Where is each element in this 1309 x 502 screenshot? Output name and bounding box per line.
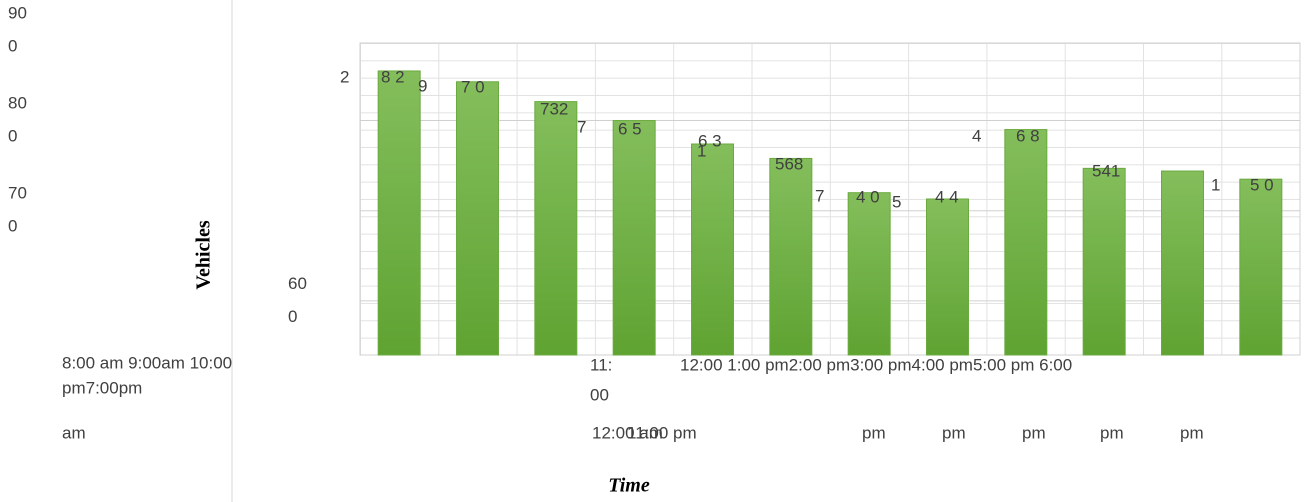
- x-axis-label: Time: [608, 475, 650, 497]
- x-label-fragment: pm: [1022, 423, 1046, 442]
- data-label-fragment: 8 2: [381, 67, 405, 86]
- bar: [1161, 170, 1204, 356]
- x-label-fragment: pm: [942, 423, 966, 442]
- data-label-fragment: 1: [1211, 175, 1220, 194]
- data-label-fragment: 541: [1092, 161, 1120, 180]
- x-label-fragment: 8:00 am 9:00am 10:00: [62, 353, 232, 372]
- data-label-fragment: 7: [577, 117, 586, 136]
- bar: [612, 120, 656, 356]
- y-tick-label: 60 0: [288, 274, 307, 326]
- data-label-fragment: 4: [972, 126, 981, 145]
- y-axis-label: Vehicles: [193, 220, 215, 289]
- bar: [769, 157, 813, 356]
- y-tick-label: 70 0: [8, 184, 27, 236]
- bar: [691, 143, 734, 356]
- data-label-fragment: 5 0: [1250, 175, 1274, 194]
- y-tick-label: 80 0: [8, 94, 27, 146]
- data-label-fragment: 5: [892, 192, 901, 211]
- data-label-fragment: 6 3: [698, 131, 722, 150]
- bar: [377, 70, 421, 356]
- data-label-fragment: 6 5: [618, 119, 642, 138]
- x-label-fragment: pm: [862, 423, 886, 442]
- x-label-fragment: 12:00 am: [592, 423, 663, 442]
- data-label-fragment: 7: [815, 186, 824, 205]
- data-label-fragment: 568: [775, 154, 803, 173]
- x-label-fragment: 11:: [590, 355, 612, 374]
- bar: [534, 101, 578, 356]
- x-label-fragment: 12:00 1:00 pm2:00 pm3:00 pm4:00 pm5:00 p…: [680, 355, 1072, 374]
- data-label-fragment: 4 0: [856, 187, 880, 206]
- data-label-fragment: 1: [697, 141, 706, 160]
- plot-area: [359, 42, 1301, 356]
- data-label-fragment: 4 4: [935, 187, 959, 206]
- x-label-fragment: pm: [1100, 423, 1124, 442]
- data-label-fragment: 9: [418, 76, 427, 95]
- data-label-fragment: 7 0: [461, 77, 485, 96]
- x-label-fragment: 11:00 pm: [627, 423, 697, 442]
- data-label-fragment: 732: [540, 99, 568, 118]
- bar: [1082, 167, 1126, 356]
- x-label-fragment: pm: [1180, 423, 1204, 442]
- data-label-fragment: 6 8: [1016, 126, 1040, 145]
- bar: [926, 198, 969, 356]
- x-label-fragment: am: [62, 423, 86, 442]
- bar: [1004, 129, 1048, 356]
- x-label-fragment: 00: [590, 385, 609, 404]
- bar: [456, 81, 499, 356]
- data-label-fragment: 2: [340, 67, 349, 86]
- bar: [1239, 178, 1283, 356]
- bar: [847, 192, 891, 356]
- y-tick-label: 90 0: [8, 4, 27, 56]
- x-label-fragment: pm7:00pm: [62, 378, 142, 397]
